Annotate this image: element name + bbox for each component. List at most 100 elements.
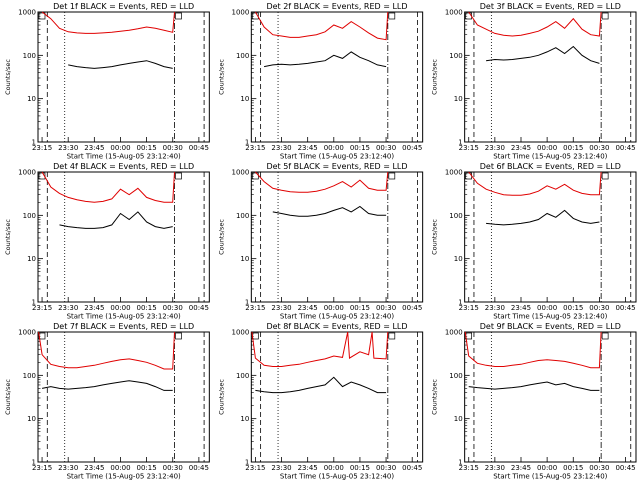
- series-line-events: [255, 376, 387, 394]
- series-line-events: [486, 45, 600, 64]
- y-axis-label: Counts/sec: [431, 59, 439, 95]
- plot-frame: [250, 171, 424, 303]
- x-tick-label: 23:45: [511, 144, 531, 152]
- panel-5: Det 5f BLACK = Events, RED = LLD 1 10 100 10…: [217, 162, 424, 321]
- corner-marker: [175, 332, 182, 340]
- y-tick-label: 1000: [18, 169, 36, 177]
- x-tick-label: 00:30: [163, 304, 183, 312]
- series-line-events: [272, 205, 387, 217]
- y-tick-label: 10: [27, 255, 36, 263]
- x-tick-label: 23:15: [459, 144, 479, 152]
- corner-marker: [388, 12, 396, 20]
- panel-1: Det 1f BLACK = Events, RED = LLD 1 10 100 10…: [4, 2, 210, 161]
- y-tick-label: 1: [245, 299, 249, 307]
- x-tick-label: 00:45: [189, 304, 209, 312]
- series-line-lld: [41, 11, 175, 34]
- x-tick-label: 00:00: [324, 304, 344, 312]
- y-tick-label: 1: [458, 299, 462, 307]
- x-tick-label: 00:15: [137, 304, 157, 312]
- x-tick-label: 00:15: [137, 144, 157, 152]
- x-tick-label: 00:00: [110, 464, 130, 472]
- y-tick-label: 100: [23, 212, 36, 220]
- x-tick-label: 00:15: [563, 464, 583, 472]
- x-axis-label: Start Time (15-Aug-05 23:12:40): [67, 473, 181, 480]
- panel-title: Det 9f BLACK = Events, RED = LLD: [480, 322, 621, 331]
- panel-title: Det 3f BLACK = Events, RED = LLD: [480, 2, 621, 11]
- y-axis-label: Counts/sec: [4, 59, 12, 95]
- series-line-lld: [255, 171, 389, 193]
- x-tick-label: 00:15: [563, 304, 583, 312]
- panel-9: Det 9f BLACK = Events, RED = LLD 1 10 100 10…: [431, 322, 637, 480]
- x-tick-label: 00:45: [615, 464, 635, 472]
- x-tick-label: 00:00: [110, 144, 130, 152]
- x-tick-label: 23:15: [459, 464, 479, 472]
- y-tick-label: 1000: [232, 169, 250, 177]
- panel-title: Det 2f BLACK = Events, RED = LLD: [266, 2, 407, 11]
- x-tick-label: 23:30: [271, 304, 291, 312]
- x-tick-label: 00:45: [615, 304, 635, 312]
- x-tick-label: 00:15: [563, 144, 583, 152]
- y-tick-label: 10: [27, 415, 36, 423]
- corner-marker: [388, 172, 396, 180]
- x-tick-label: 23:30: [271, 144, 291, 152]
- x-tick-label: 23:30: [485, 144, 505, 152]
- y-axis-label: Counts/sec: [4, 379, 12, 415]
- series-line-lld: [464, 331, 602, 369]
- x-axis-label: Start Time (15-Aug-05 23:12:40): [493, 153, 607, 161]
- y-axis-label: Counts/sec: [431, 219, 439, 255]
- y-axis-label: Counts/sec: [217, 59, 225, 95]
- panel-title: Det 6f BLACK = Events, RED = LLD: [480, 162, 621, 171]
- x-tick-label: 23:45: [511, 464, 531, 472]
- x-tick-label: 23:45: [84, 304, 104, 312]
- y-tick-label: 10: [454, 255, 463, 263]
- x-tick-label: 23:45: [298, 464, 318, 472]
- panel-4: Det 4f BLACK = Events, RED = LLD 1 10 100 10…: [4, 162, 210, 321]
- x-tick-label: 23:45: [84, 144, 104, 152]
- x-tick-label: 23:15: [459, 304, 479, 312]
- x-tick-label: 23:30: [485, 304, 505, 312]
- plot-frame: [37, 11, 210, 143]
- x-tick-label: 00:45: [189, 144, 209, 152]
- y-axis-label: Counts/sec: [4, 219, 12, 255]
- x-tick-label: 00:15: [350, 304, 370, 312]
- panel-title: Det 7f BLACK = Events, RED = LLD: [53, 322, 194, 331]
- series-line-lld: [254, 11, 389, 41]
- x-tick-label: 23:45: [84, 464, 104, 472]
- y-axis-label: Counts/sec: [431, 379, 439, 415]
- plot-frame: [250, 11, 424, 143]
- y-tick-label: 100: [236, 212, 249, 220]
- x-tick-label: 00:00: [324, 464, 344, 472]
- plot-frame: [37, 171, 210, 303]
- y-tick-label: 100: [449, 52, 462, 60]
- x-tick-label: 00:45: [189, 464, 209, 472]
- y-tick-label: 1: [458, 139, 462, 147]
- series-line-events: [41, 380, 173, 391]
- x-tick-label: 23:30: [58, 464, 78, 472]
- x-tick-label: 23:30: [485, 464, 505, 472]
- x-tick-label: 23:15: [32, 304, 52, 312]
- panel-title: Det 8f BLACK = Events, RED = LLD: [266, 322, 407, 331]
- x-axis-label: Start Time (15-Aug-05 23:12:40): [67, 153, 181, 161]
- y-tick-label: 1: [245, 139, 249, 147]
- x-axis-label: Start Time (15-Aug-05 23:12:40): [280, 313, 394, 321]
- y-tick-label: 1000: [232, 9, 250, 17]
- x-tick-label: 00:45: [402, 304, 422, 312]
- y-tick-label: 1000: [445, 329, 463, 337]
- series-line-lld: [41, 171, 175, 203]
- x-tick-label: 23:15: [245, 304, 265, 312]
- y-axis-label: Counts/sec: [217, 379, 225, 415]
- y-tick-label: 100: [23, 52, 36, 60]
- x-tick-label: 23:30: [271, 464, 291, 472]
- series-line-lld: [38, 331, 175, 370]
- x-tick-label: 00:30: [589, 144, 609, 152]
- x-tick-label: 00:45: [402, 464, 422, 472]
- x-tick-label: 23:30: [58, 144, 78, 152]
- y-tick-label: 1000: [18, 329, 36, 337]
- x-tick-label: 00:30: [376, 144, 396, 152]
- y-tick-label: 1: [32, 459, 36, 467]
- x-tick-label: 00:30: [589, 304, 609, 312]
- panel-8: Det 8f BLACK = Events, RED = LLD 1 10 100 10…: [217, 322, 424, 480]
- y-tick-label: 1000: [445, 9, 463, 17]
- corner-marker: [175, 12, 182, 20]
- plot-frame: [464, 11, 637, 143]
